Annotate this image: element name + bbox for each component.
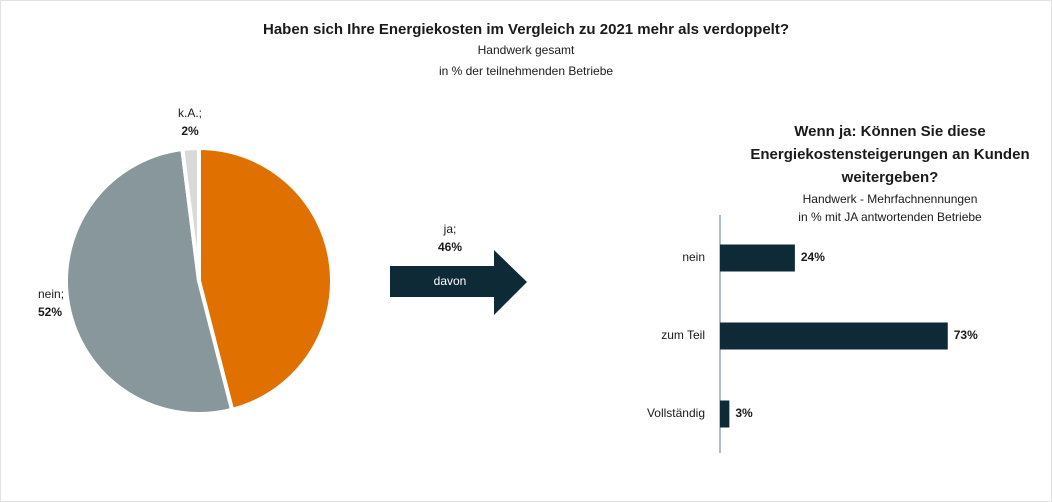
value-label: 24% [801, 250, 825, 264]
pie-slice [197, 145, 334, 413]
arrow [390, 250, 527, 315]
value-label: 3% [735, 406, 753, 420]
category-label: zum Teil [661, 328, 705, 342]
slice-value-label: 2% [181, 124, 199, 138]
bar [720, 244, 795, 272]
slice-value-label: 46% [438, 240, 462, 254]
value-label: 73% [954, 328, 978, 342]
bar-chart-title: Wenn ja: Können Sie diese [794, 123, 985, 140]
pie-slice [180, 145, 201, 282]
arrow-label: davon [434, 274, 467, 288]
chart-title: Haben sich Ihre Energiekosten im Verglei… [263, 21, 789, 38]
slice-category: k.A.; [178, 106, 202, 120]
category-label: nein [682, 250, 705, 264]
bar-chart-subtitle: Handwerk - Mehrfachnennungen [803, 192, 978, 206]
bar [720, 400, 730, 428]
slice-category: ja; [443, 222, 457, 236]
bar-chart-title: weitergeben? [841, 169, 939, 186]
slice-category: nein; [38, 287, 64, 301]
slice-value-label: 52% [38, 305, 62, 319]
category-label: Vollständig [647, 406, 705, 420]
subtitle: Handwerk gesamt [478, 43, 575, 57]
subtitle: in % der teilnehmenden Betriebe [439, 64, 613, 78]
bar [720, 322, 948, 350]
bar-chart-subtitle: in % mit JA antwortenden Betriebe [798, 210, 982, 224]
bar-chart-title: Energiekostensteigerungen an Kunden [750, 146, 1029, 163]
